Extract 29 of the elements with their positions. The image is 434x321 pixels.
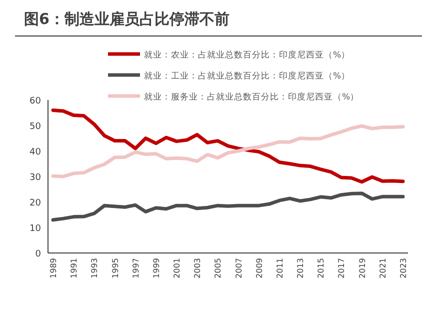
x-tick-label: 2019 — [358, 258, 367, 278]
x-tick-label: 2005 — [214, 258, 223, 278]
x-tick-label: 2001 — [172, 258, 182, 278]
x-tick-label: 1993 — [90, 258, 100, 278]
x-tick-label: 2015 — [316, 258, 326, 278]
x-tick-label: 2021 — [378, 258, 388, 278]
x-tick-label: 2009 — [254, 258, 264, 278]
x-tick-label: 2007 — [234, 258, 244, 278]
x-tick-label: 1997 — [131, 258, 140, 278]
x-tick-label: 2011 — [275, 258, 284, 278]
y-tick-label: 10 — [30, 224, 42, 234]
y-tick-label: 40 — [30, 148, 42, 158]
x-tick-label: 1989 — [49, 258, 58, 278]
legend-label: 就业：服务业：占就业总数百分比：印度尼西亚（%） — [144, 92, 360, 102]
x-tick-label: 2023 — [399, 258, 408, 278]
x-tick-label: 1991 — [70, 258, 79, 278]
y-tick-label: 60 — [30, 96, 42, 106]
legend-label: 就业：农业：占就业总数百分比：印度尼西亚（%） — [144, 50, 350, 60]
y-tick-label: 50 — [30, 122, 42, 132]
x-tick-label: 1999 — [152, 258, 161, 278]
x-tick-label: 2003 — [193, 258, 202, 278]
chart-title: 图6：制造业雇员占比停滞不前 — [24, 10, 230, 28]
y-tick-label: 0 — [35, 250, 42, 260]
y-tick-label: 20 — [30, 198, 42, 208]
x-tick-label: 2013 — [296, 258, 306, 278]
x-tick-label: 2017 — [337, 258, 346, 278]
legend-label: 就业：工业：占就业总数百分比：印度尼西亚（%） — [144, 70, 350, 82]
y-tick-label: 30 — [30, 173, 42, 183]
x-tick-label: 1995 — [110, 258, 120, 278]
